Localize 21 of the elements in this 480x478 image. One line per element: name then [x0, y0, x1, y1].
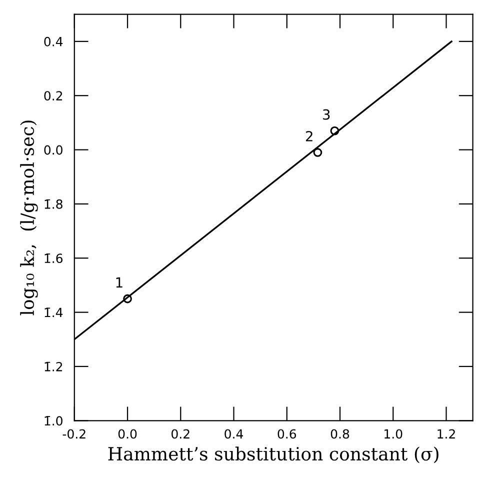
y-tick-label: 1̄.6 — [44, 254, 62, 264]
y-tick-label: 1̄.8 — [44, 199, 62, 209]
x-tick-label: 0.6 — [278, 429, 296, 439]
y-tick-label: 1̄.4 — [44, 308, 63, 318]
x-axis-title: Hammett’s substitution constant (σ) — [108, 446, 438, 464]
x-tick-label: 1.2 — [438, 429, 455, 438]
x-tick-label: -0.2 — [62, 429, 86, 439]
y-tick-label: 0.4 — [44, 36, 63, 46]
y-tick-label: 0.0 — [44, 145, 62, 155]
y-tick-label: 1̄.0 — [44, 416, 62, 426]
y-tick-label: 1̄.2 — [44, 362, 62, 372]
annotation: 2 — [306, 130, 312, 142]
annotation: 1 — [116, 277, 122, 288]
x-tick-label: 0.8 — [330, 429, 350, 439]
x-tick-label: 0.4 — [224, 429, 243, 439]
y-tick-label: 0.2 — [44, 91, 62, 101]
x-tick-label: 0.0 — [118, 429, 137, 439]
x-tick-label: 1.0 — [384, 429, 402, 439]
x-tick-label: 0.2 — [172, 429, 190, 439]
annotation: 3 — [322, 109, 330, 120]
y-axis-title: log₁₀ k₂, (l/g·mol·sec) — [20, 120, 38, 316]
